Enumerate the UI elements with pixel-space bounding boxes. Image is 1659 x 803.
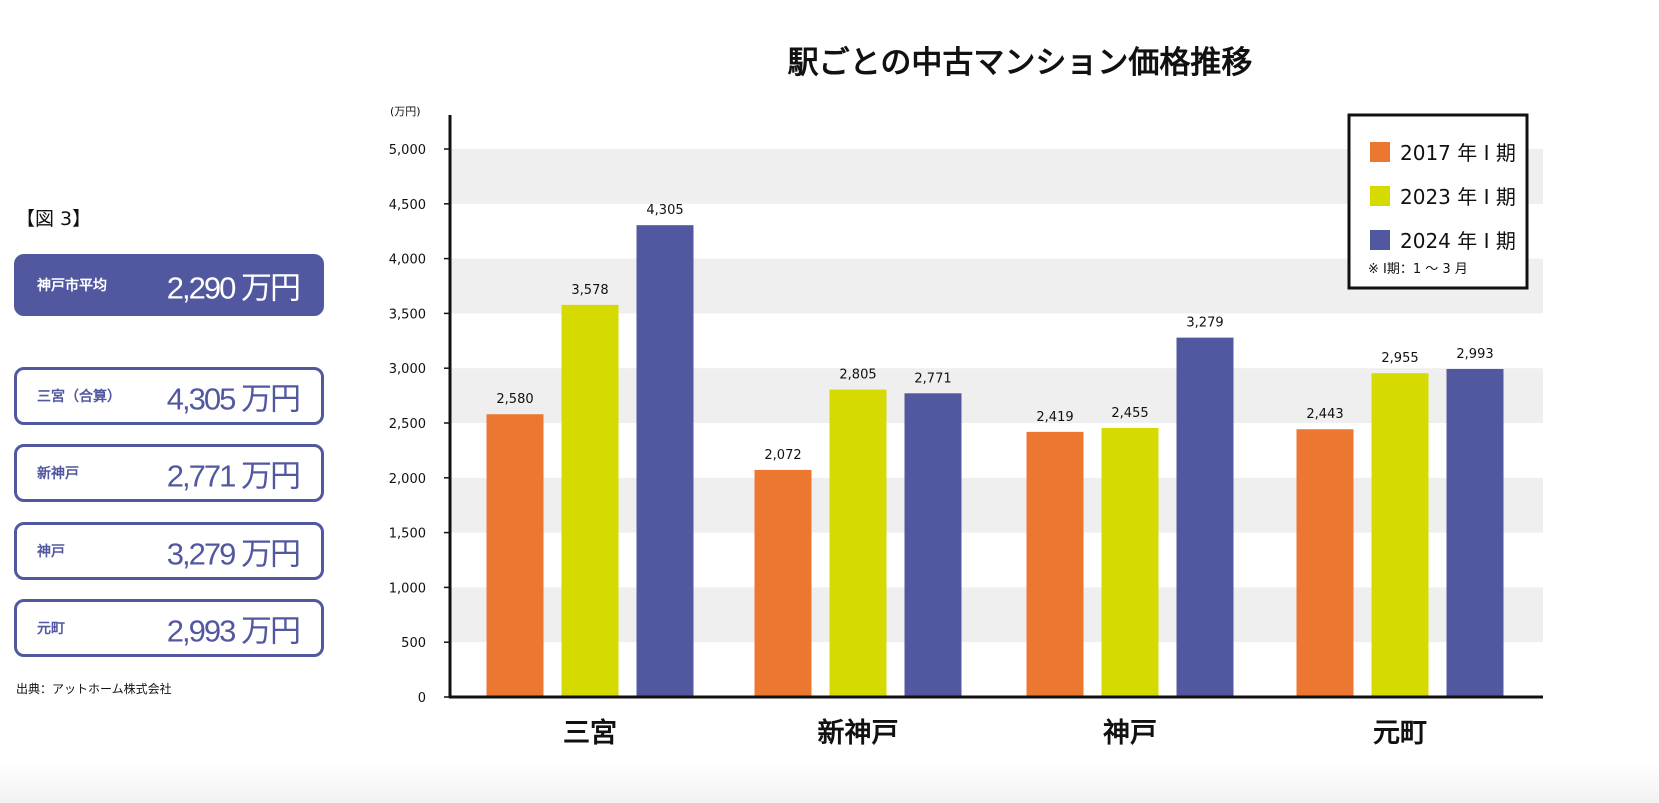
grid-band — [450, 587, 1543, 643]
bar — [1101, 427, 1159, 697]
grid-band — [450, 368, 1543, 423]
data-label: 2,993 — [1456, 347, 1493, 362]
source-note: 出典：アットホーム株式会社 — [16, 682, 172, 696]
legend-label: 2023 年 I 期 — [1400, 185, 1516, 209]
y-tick-label: 2,500 — [389, 417, 426, 432]
station-label: 神戸 — [37, 544, 65, 560]
bar — [1026, 431, 1084, 697]
legend-label: 2017 年 I 期 — [1400, 141, 1516, 165]
station-label: 元町 — [37, 621, 65, 637]
legend-label: 2024 年 I 期 — [1400, 229, 1516, 253]
data-label: 2,455 — [1111, 406, 1148, 421]
data-label: 2,580 — [496, 392, 533, 407]
legend-swatch — [1370, 142, 1390, 162]
data-label: 3,279 — [1186, 316, 1223, 331]
data-label: 2,771 — [914, 371, 951, 386]
y-tick-label: 1,500 — [389, 527, 426, 542]
station-value: 3,279 万円 — [166, 536, 301, 572]
bar — [1296, 429, 1354, 697]
station-card-shinkobe: 新神戸 2,771 万円 — [14, 444, 324, 502]
y-tick-label: 1,000 — [389, 581, 426, 596]
bar — [754, 469, 812, 697]
x-tick-label: 新神戸 — [818, 717, 899, 749]
legend-swatch — [1370, 230, 1390, 250]
station-card-motomachi: 元町 2,993 万円 — [14, 599, 324, 657]
y-tick-label: 500 — [401, 636, 426, 651]
bar — [829, 389, 887, 697]
y-tick-label: 0 — [418, 691, 426, 706]
station-label: 三宮（合算） — [37, 389, 121, 405]
station-card-sannomiya: 三宮（合算） 4,305 万円 — [14, 367, 324, 425]
station-card-kobe: 神戸 3,279 万円 — [14, 522, 324, 580]
bar — [636, 225, 694, 697]
x-tick-label: 神戸 — [1103, 718, 1157, 749]
chart-title: 駅ごとの中古マンション価格推移 — [788, 45, 1253, 81]
bar — [904, 393, 962, 697]
y-tick-label: 4,500 — [389, 198, 426, 213]
bar — [1176, 337, 1234, 697]
data-label: 2,443 — [1306, 407, 1343, 422]
y-tick-label: 3,000 — [389, 362, 426, 377]
data-label: 3,578 — [571, 283, 608, 298]
x-tick-label: 元町 — [1373, 718, 1427, 749]
station-value: 2,771 万円 — [166, 458, 301, 494]
grid-band — [450, 477, 1543, 533]
figure-label: 【図 3】 — [16, 208, 92, 230]
y-tick-label: 3,500 — [389, 307, 426, 322]
station-value: 4,305 万円 — [166, 381, 301, 417]
data-label: 2,419 — [1036, 410, 1073, 425]
bottom-shade — [0, 760, 1659, 803]
average-label: 神戸市平均 — [37, 278, 107, 294]
y-tick-label: 5,000 — [389, 143, 426, 158]
station-label: 新神戸 — [37, 466, 79, 482]
data-label: 4,305 — [646, 203, 683, 218]
y-tick-label: 4,000 — [389, 253, 426, 268]
bar — [486, 414, 544, 697]
data-label: 2,072 — [764, 448, 801, 463]
legend-swatch — [1370, 186, 1390, 206]
y-tick-label: 2,000 — [389, 472, 426, 487]
station-value: 2,993 万円 — [166, 613, 301, 649]
average-card: 神戸市平均 2,290 万円 — [14, 254, 324, 316]
y-axis-unit: (万円) — [390, 105, 421, 118]
x-tick-label: 三宮 — [563, 717, 617, 749]
data-label: 2,805 — [839, 368, 876, 383]
legend-note: ※ I期：1 〜 3 月 — [1368, 262, 1468, 277]
data-label: 2,955 — [1381, 351, 1418, 366]
average-value: 2,290 万円 — [166, 270, 301, 306]
bar — [1371, 373, 1429, 697]
bar — [1446, 368, 1504, 697]
bar — [561, 304, 619, 697]
